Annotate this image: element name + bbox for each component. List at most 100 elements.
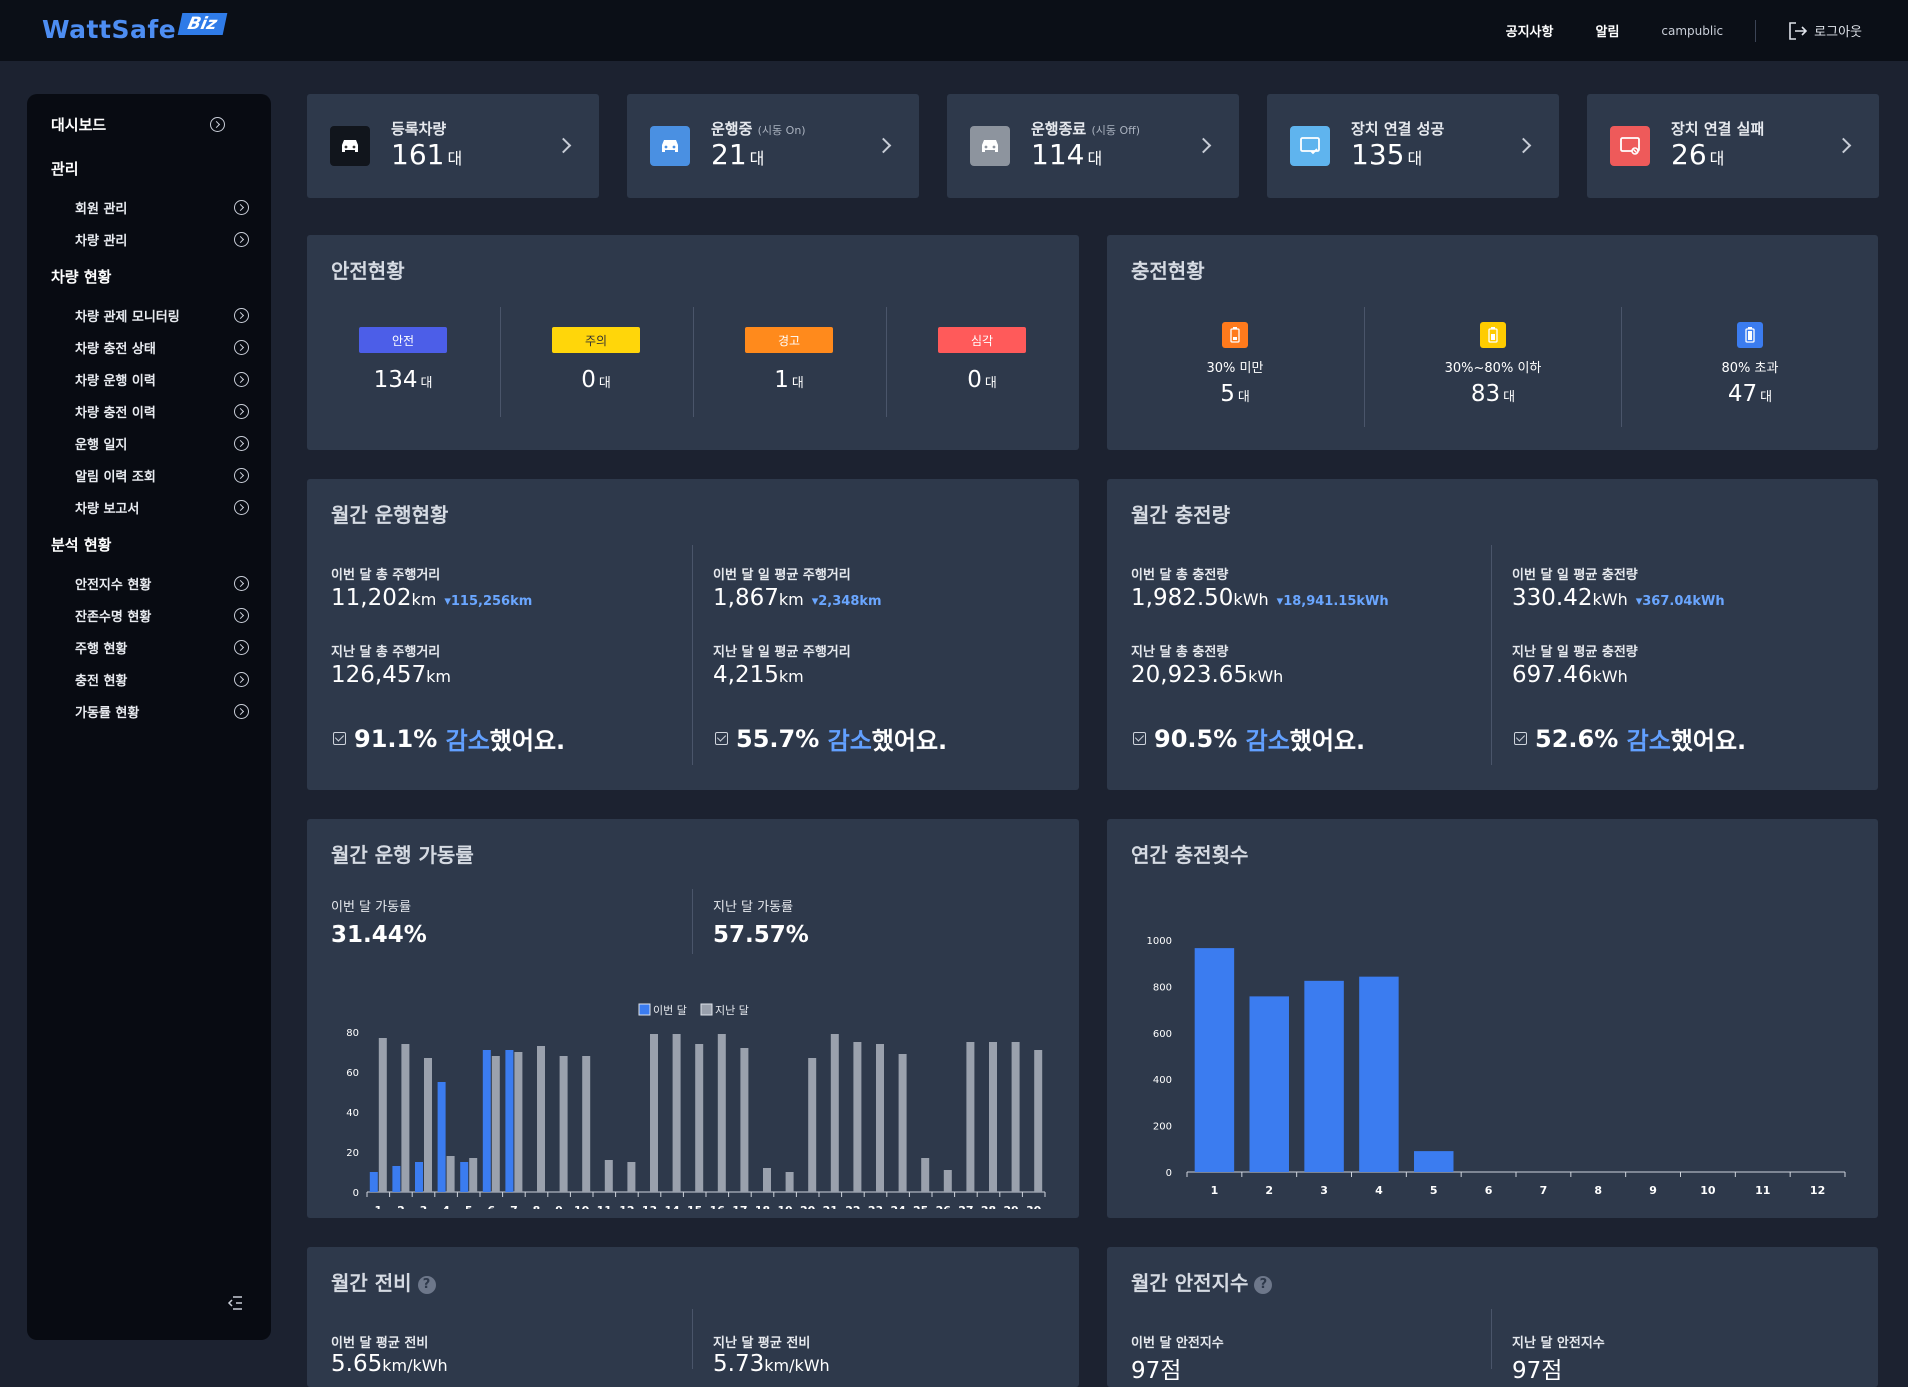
sidebar-item-drive-history[interactable]: 차량 운행 이력 [75,370,271,389]
legend-label: 이번 달 [653,1004,687,1017]
divider [1621,307,1622,427]
arrow-circle-icon [234,576,249,591]
collapse-sidebar-icon[interactable] [227,1296,243,1310]
stat-value: 114 [1031,138,1085,171]
summary-text: 90.5% 감소 했어요. [1133,721,1365,756]
decrease-delta: ▾2,348km [811,594,882,609]
car-icon [970,126,1010,166]
stat-card-stopped[interactable]: 운행종료 (시동 Off) 114 대 [947,94,1239,198]
sidebar-item-vehicles[interactable]: 차량 관리 [75,230,271,249]
bar-last-month [537,1046,545,1192]
bar-this-month [437,1082,446,1192]
metric-value: 126,457km [331,662,451,688]
metric-value: 5.73km/kWh [713,1351,830,1377]
x-tick-label: 30 [1026,1204,1042,1209]
sidebar-item-members[interactable]: 회원 관리 [75,198,271,217]
sidebar-item-charge-history[interactable]: 차량 충전 이력 [75,402,271,421]
x-tick-label: 14 [664,1204,680,1209]
stat-card-device-success[interactable]: 장치 연결 성공 135 대 [1267,94,1559,198]
arrow-circle-icon [210,117,225,132]
bar-last-month [695,1044,704,1192]
metric-value: 1,867km ▾2,348km [713,585,882,611]
summary-text: 91.1% 감소 했어요. [333,721,565,756]
charge-label: 30% 미만 [1206,361,1264,376]
x-tick-label: 9 [1649,1184,1657,1197]
arrow-circle-icon [234,500,249,515]
x-tick-label: 8 [533,1204,541,1209]
card-title: 월간 전비 [331,1271,412,1295]
x-tick-label: 10 [1700,1184,1716,1197]
sidebar-item-monitoring[interactable]: 차량 관제 모니터링 [75,306,271,325]
summary-text: 55.7% 감소 했어요. [715,721,947,756]
stat-card-registered[interactable]: 등록차량 161 대 [307,94,599,198]
divider [1491,545,1492,765]
x-tick-label: 3 [420,1204,428,1209]
stat-value: 26 [1671,138,1707,171]
bar-last-month [898,1054,907,1192]
logout-button[interactable]: 로그아웃 [1788,21,1862,40]
decrease-delta: ▾367.04kWh [1635,594,1725,609]
sidebar-item-drive-log[interactable]: 운행 일지 [75,434,271,453]
user-name: campublic [1661,23,1724,38]
bar-last-month [401,1044,410,1192]
legend-swatch [638,1003,651,1016]
metric-value: 97점 [1512,1358,1563,1384]
charge-label: 30%~80% 이하 [1444,361,1542,376]
help-icon[interactable]: ? [417,1275,436,1294]
sidebar-item-safety-index[interactable]: 안전지수 현황 [75,574,271,593]
bar-last-month [876,1044,884,1192]
sidebar-item-utilization[interactable]: 가동률 현황 [75,702,271,721]
sidebar-item-charge-state[interactable]: 차량 충전 상태 [75,338,271,357]
bar-last-month [582,1056,591,1192]
safety-pill-critical: 심각 [938,327,1026,353]
stat-card-device-fail[interactable]: 장치 연결 실패 26 대 [1587,94,1879,198]
x-tick-label: 11 [1755,1184,1770,1197]
nav-notice[interactable]: 공지사항 [1505,25,1554,40]
charge-count-mid: 83 대 [1470,381,1516,407]
metric-value: 330.42kWh ▾367.04kWh [1512,585,1725,611]
stat-value: 21 [711,138,747,171]
sidebar-item-dashboard[interactable]: 대시보드 [51,114,271,135]
bar-charge-count [1359,976,1399,1172]
arrow-circle-icon [234,404,249,419]
bar-last-month [785,1172,794,1192]
help-icon[interactable]: ? [1254,1275,1273,1294]
bar-this-month [460,1162,469,1192]
x-tick-label: 29 [1003,1204,1018,1209]
bar-last-month [966,1042,975,1192]
logo[interactable]: WattSafe Biz [42,12,228,46]
chevron-right-icon [555,137,572,154]
y-tick-label: 200 [1153,1122,1172,1133]
bar-this-month [369,1172,378,1192]
arrow-circle-icon [234,372,249,387]
arrow-circle-icon [234,468,249,483]
decrease-delta: ▾18,941.15kWh [1276,594,1389,609]
sidebar-item-driving[interactable]: 주행 현황 [75,638,271,657]
metric-value: 697.46kWh [1512,662,1628,688]
metric-value: 20,923.65kWh [1131,662,1284,688]
chevron-right-icon [1195,137,1212,154]
divider [1364,307,1365,427]
sidebar-item-vehicle-report[interactable]: 차량 보고서 [75,498,271,517]
sidebar-item-remaining-life[interactable]: 잔존수명 현황 [75,606,271,625]
sidebar-item-alert-history[interactable]: 알림 이력 조회 [75,466,271,485]
nav-alerts[interactable]: 알림 [1595,25,1620,40]
x-tick-label: 1 [1211,1184,1219,1197]
sidebar-group-analysis: 분석 현황 [51,536,112,554]
sidebar-item-charging[interactable]: 충전 현황 [75,670,271,689]
divider [500,307,501,417]
x-tick-label: 8 [1594,1184,1602,1197]
top-nav: 공지사항 알림 campublic 로그아웃 [1464,0,1862,61]
bar-last-month [514,1052,523,1192]
x-tick-label: 13 [642,1204,657,1209]
bar-last-month [469,1158,478,1192]
stat-value: 161 [391,138,445,171]
y-tick-label: 40 [346,1108,359,1119]
x-tick-label: 26 [936,1204,952,1209]
stat-card-running[interactable]: 운행중 (시동 On) 21 대 [627,94,919,198]
x-tick-label: 28 [981,1204,996,1209]
x-tick-label: 20 [800,1204,816,1209]
